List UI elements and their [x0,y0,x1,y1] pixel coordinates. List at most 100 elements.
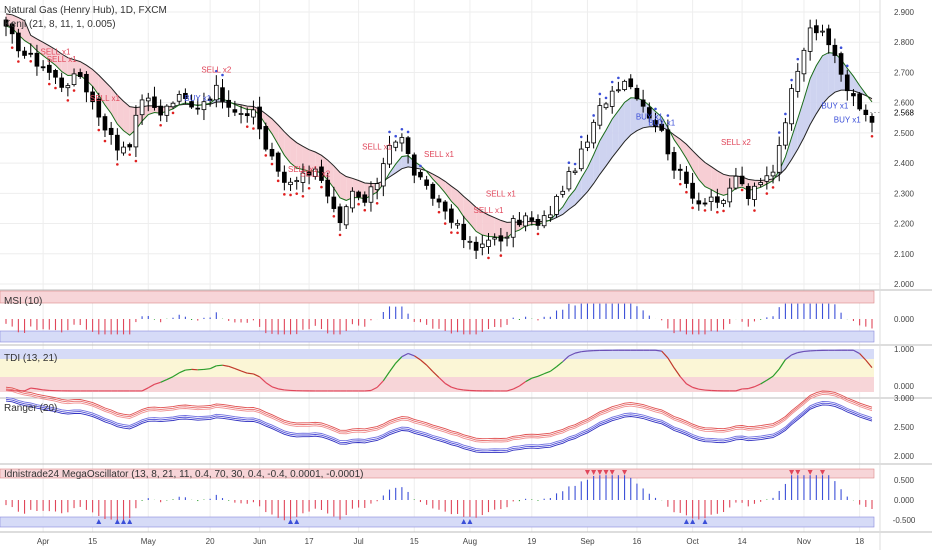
candle-body [23,51,27,55]
candle-body [524,216,528,226]
candle-body [412,155,416,175]
price-tick-label: 2.100 [894,250,915,259]
candle-body [852,93,856,95]
candle-body [685,172,689,183]
ma-ribbon-segment [488,215,494,237]
candle-body [344,207,348,225]
candle-body [363,195,367,203]
date-tick-label: 17 [305,537,314,546]
candle-body [499,236,503,241]
candle-body [691,183,695,198]
candle-body [295,181,299,182]
candle-body [35,53,39,66]
candle-body [827,29,831,45]
candle-body [41,67,45,68]
candle-body [165,106,169,115]
candle-body [109,128,113,134]
buy-dot [574,163,577,166]
sell-dot [29,60,32,63]
sell-dot [741,189,744,192]
sell-dot [48,83,51,86]
date-tick-label: Apr [37,537,50,546]
ma-ribbon-segment [340,173,346,201]
candle-body [449,209,453,222]
candle-body [381,164,385,186]
candle-body [480,244,484,247]
candle-body [474,242,478,250]
candle-body [456,223,460,225]
candle-body [586,142,590,147]
ma-ribbon-segment [625,98,631,142]
date-tick-label: Oct [686,537,699,546]
candle-body [84,74,88,92]
buy-dot [840,46,843,49]
buy-dot [592,114,595,117]
last-price-label: 2.568 [894,108,915,117]
date-tick-label: 15 [88,537,97,546]
sell-dot [271,163,274,166]
candle-body [115,135,119,150]
sell-dot [487,257,490,260]
buy-dot [846,65,849,68]
ma-ribbon-segment [792,119,798,160]
candle-body [493,238,497,239]
sell-dot [444,222,447,225]
candle-body [103,117,107,130]
candle-body [740,176,744,184]
sell-dot [104,140,107,143]
mega-tick-label: 0.000 [894,496,915,505]
signal-label-sell: SELL x2 [721,138,751,147]
candle-body [530,218,534,221]
candle-body [437,199,441,202]
candle-body [406,138,410,154]
candle-body [734,176,738,188]
ma-ribbon-segment [501,220,507,238]
price-tick-label: 2.500 [894,129,915,138]
signal-label-sell: SELL x1 [90,94,120,103]
candle-body [765,176,769,182]
sell-dot [17,60,20,63]
sell-dot [302,195,305,198]
date-tick-label: Sep [580,537,595,546]
sell-dot [308,187,311,190]
ma-ribbon-segment [272,119,278,145]
buy-dot [654,108,657,111]
sell-dot [685,191,688,194]
candle-body [635,88,639,98]
candle-body [332,197,336,209]
signal-label-sell: SELL x2 [201,65,231,74]
sell-dot [128,153,131,156]
candle-body [579,149,583,169]
candle-body [487,240,491,246]
candle-body [146,98,150,101]
sell-dot [679,183,682,186]
signal-label-buy: BUY x1 [834,115,862,124]
buy-dot [617,77,620,80]
signal-label-buy: BUY x1 [821,102,849,111]
price-tick-label: 2.200 [894,220,915,229]
ma-ribbon-segment [829,53,835,97]
candle-body [258,107,262,129]
date-tick-label: 16 [632,537,641,546]
grid-layer [0,0,880,532]
price-tick-label: 2.400 [894,159,915,168]
sell-dot [116,163,119,166]
candle-body [171,103,175,107]
sell-dot [691,207,694,210]
buy-dot [394,135,397,138]
date-tick-label: 20 [206,537,215,546]
sell-dot [11,46,14,49]
candle-body [419,172,423,177]
candle-body [592,122,596,143]
buy-dot [568,161,571,164]
candle-body [728,188,732,202]
candle-body [746,186,750,198]
price-tick-label: 2.800 [894,38,915,47]
candle-body [604,104,608,108]
ma-ribbon-segment [798,99,804,149]
candle-body [394,142,398,147]
sell-dot [159,124,162,127]
